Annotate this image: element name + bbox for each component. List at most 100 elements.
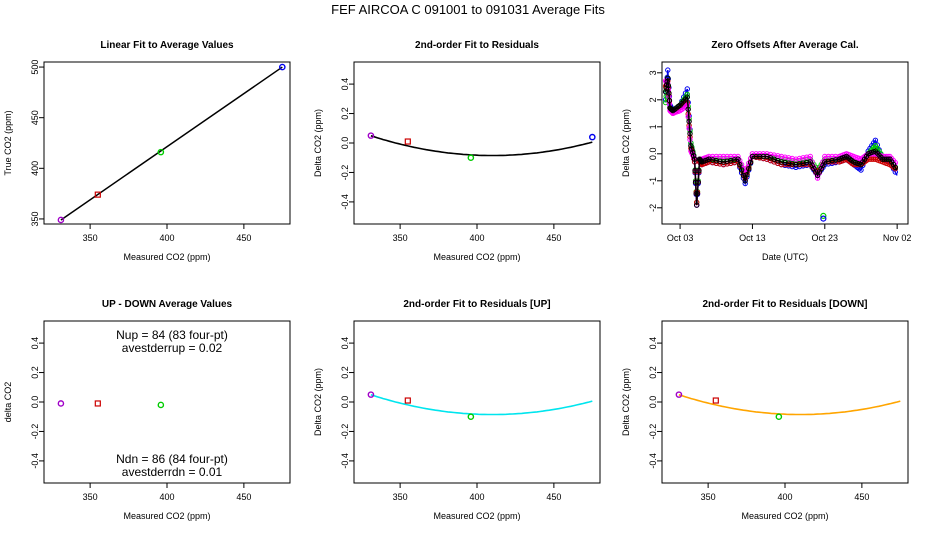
series-marker [666, 97, 673, 104]
y-tick-label: -0.2 [340, 424, 350, 440]
data-point [157, 148, 165, 156]
series-marker [747, 159, 754, 166]
annotation-ndn: Ndn = 86 (84 four-pt) [116, 452, 228, 466]
panel-linear: Linear Fit to Average Values 350 400 450 350… [3, 40, 291, 262]
fit-curve [678, 394, 901, 416]
y-tick-label: -1 [648, 177, 658, 185]
y-tick-label: 0.0 [648, 148, 658, 161]
x-tick-label: 350 [393, 233, 408, 243]
plot-frame [43, 61, 291, 225]
y-tick-label: -0.4 [340, 194, 350, 210]
series-marker [796, 161, 803, 167]
data-point [467, 413, 475, 421]
series-marker [807, 153, 813, 160]
series-marker [804, 154, 810, 160]
x-tick-label: 450 [236, 492, 251, 502]
y-tick-label: 0.4 [340, 337, 350, 350]
x-tick-label: 350 [393, 492, 408, 502]
series-marker [869, 156, 875, 162]
series-marker [692, 179, 699, 185]
series-marker [689, 146, 695, 152]
series-marker [832, 153, 839, 160]
series-marker [694, 202, 700, 208]
series-marker [666, 90, 672, 96]
y-tick-label: 3 [648, 70, 658, 75]
y-tick-label: 0.2 [340, 366, 350, 379]
plot-frame [353, 61, 601, 225]
annotation-nup: Nup = 84 (83 four-pt) [116, 328, 228, 342]
series-marker [731, 157, 738, 163]
series-marker [685, 106, 691, 113]
series-marker [778, 153, 785, 160]
y-tick-label: -0.4 [30, 453, 40, 469]
y-tick-label: 1 [648, 124, 658, 129]
data-point [94, 191, 101, 198]
series-marker [713, 157, 719, 164]
series-marker [738, 167, 745, 173]
series-marker [760, 153, 766, 160]
y-tick-label: 0.0 [340, 396, 350, 409]
outlier-point [820, 215, 827, 222]
series-marker [744, 172, 750, 178]
series-marker [720, 153, 727, 160]
series-marker [735, 156, 741, 162]
figure-title: FEF AIRCOA C 091001 to 091031 Average Fi… [331, 2, 605, 17]
series-marker [778, 159, 785, 165]
y-tick-label: -0.4 [648, 453, 658, 469]
y-tick-label: 0.2 [340, 107, 350, 120]
data-point [675, 391, 683, 398]
x-tick-label: 400 [469, 492, 484, 502]
panel-resid: 2nd-order Fit to Residuals 350 400 450 -0.4 -… [313, 40, 601, 262]
series-marker [757, 153, 763, 160]
panel-offsets: Zero Offsets After Average Cal. Oct 03 Oct… [621, 40, 911, 262]
series-marker [691, 156, 698, 162]
plot-frame [661, 320, 909, 484]
series-marker [883, 156, 889, 162]
series-marker [800, 160, 806, 167]
y-axis-label: Delta CO2 (ppm) [621, 109, 631, 177]
chart-title: UP - DOWN Average Values [102, 299, 233, 310]
series-marker [692, 168, 698, 174]
annotation-avestderrdn: avestderrdn = 0.01 [122, 465, 223, 479]
x-tick-label: Oct 03 [667, 233, 694, 243]
series-marker [825, 158, 832, 164]
series-marker [684, 86, 690, 92]
series-marker [687, 130, 693, 137]
series-marker [789, 155, 795, 162]
panel-resid_up: 2nd-order Fit to Residuals [UP] 350 400 450… [313, 299, 601, 521]
series-marker [724, 158, 730, 164]
fit-curve [370, 394, 593, 416]
series-marker [731, 153, 738, 160]
panel-resid_down: 2nd-order Fit to Residuals [DOWN] 350 400 4… [621, 299, 909, 521]
series-marker [684, 94, 690, 100]
data-point [589, 133, 596, 141]
series-marker [804, 159, 810, 166]
y-tick-label: 450 [30, 110, 40, 125]
series-marker [870, 156, 877, 162]
data-point [404, 397, 411, 404]
x-tick-label: 450 [854, 492, 869, 502]
x-tick-label: Nov 02 [883, 233, 912, 243]
chart-title: 2nd-order Fit to Residuals [DOWN] [703, 299, 868, 310]
series-marker [822, 153, 828, 160]
data-point [279, 63, 286, 71]
series-marker [691, 153, 697, 159]
series-marker [740, 172, 747, 179]
y-axis-label: Delta CO2 (ppm) [313, 109, 323, 177]
x-tick-label: 350 [701, 492, 716, 502]
series-marker [709, 153, 716, 160]
chart-title: 2nd-order Fit to Residuals [415, 40, 539, 51]
series-marker [706, 156, 712, 162]
x-tick-label: Oct 23 [812, 233, 839, 243]
y-axis-label: True CO2 (ppm) [3, 110, 13, 175]
panel-updown: UP - DOWN Average Values 350 400 450 -0.4 -0.… [3, 299, 291, 521]
y-tick-label: 0.0 [30, 396, 40, 409]
series-line [664, 78, 898, 206]
series-marker [665, 75, 671, 81]
y-tick-label: 350 [30, 211, 40, 226]
x-axis-label: Measured CO2 (ppm) [123, 511, 210, 521]
y-tick-label: 0.2 [30, 366, 40, 379]
series-marker [832, 157, 839, 163]
